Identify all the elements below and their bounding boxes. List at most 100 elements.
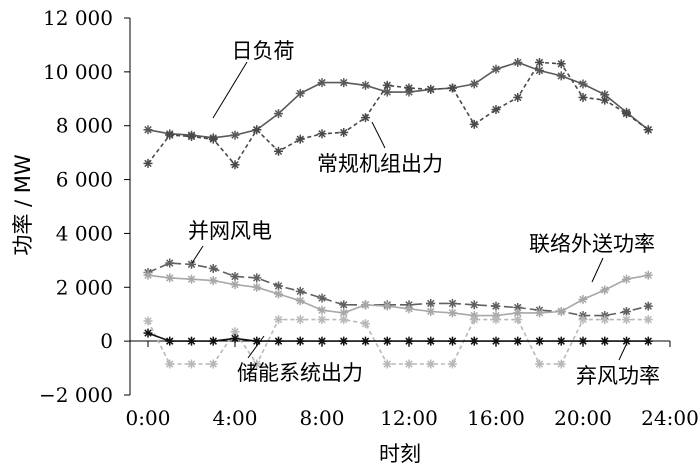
series-point	[339, 300, 349, 310]
annotation-grid-wind: 并网风电	[188, 219, 272, 243]
series-point	[578, 336, 588, 346]
series-point	[382, 301, 392, 311]
annotation-daily-load: 日负荷	[232, 39, 295, 63]
series-layer	[143, 57, 653, 369]
annotation-storage-output-leader	[247, 335, 265, 359]
series-point	[535, 336, 544, 346]
series-point	[643, 301, 653, 311]
x-tick-label: 8:00	[300, 406, 345, 430]
series-1	[143, 57, 653, 170]
y-axis-ticks: −2 000 0 2 000 4 000 6 000 8 000 10 000 12 000	[39, 6, 130, 407]
series-point	[165, 273, 175, 283]
series-point	[600, 95, 610, 105]
series-point	[187, 359, 196, 369]
series-point	[187, 131, 196, 141]
annotations: 日负荷 常规机组出力 并网风电 联络外送功率 储能系统出力 弃风功率	[188, 39, 660, 388]
series-line	[147, 61, 649, 139]
series-point	[143, 158, 153, 168]
x-tick-label: 4:00	[213, 406, 258, 430]
series-point	[535, 308, 544, 318]
series-point	[404, 359, 414, 369]
series-point	[578, 79, 588, 89]
series-line	[147, 332, 649, 342]
series-point	[426, 84, 436, 94]
series-0	[143, 57, 653, 143]
series-point	[143, 328, 153, 338]
series-point	[578, 315, 588, 325]
series-line	[147, 262, 649, 317]
series-point	[513, 336, 523, 346]
series-point	[382, 359, 392, 369]
series-point	[448, 308, 457, 318]
series-point	[317, 315, 327, 325]
annotation-tie-line-export-leader	[591, 257, 604, 283]
y-tick-label: 6 000	[56, 168, 113, 192]
series-point	[230, 160, 240, 170]
series-point	[491, 64, 501, 74]
series-point	[252, 282, 262, 292]
series-point	[339, 78, 349, 88]
series-point	[317, 305, 327, 315]
annotation-grid-wind-leader	[191, 245, 204, 264]
series-5	[143, 328, 653, 346]
series-2	[143, 258, 653, 321]
series-point	[556, 71, 566, 81]
series-point	[317, 78, 327, 88]
x-axis-title: 时刻	[379, 442, 421, 466]
series-point	[317, 129, 327, 139]
series-point	[513, 57, 523, 67]
annotation-daily-load-leader	[212, 61, 248, 119]
series-point	[274, 281, 283, 291]
series-point	[339, 336, 349, 346]
series-point	[187, 336, 196, 346]
x-tick-label: 20:00	[554, 406, 612, 430]
series-point	[404, 336, 414, 346]
annotation-curtailed-wind-leader	[618, 344, 627, 361]
series-point	[600, 336, 610, 346]
series-point	[143, 316, 153, 326]
series-point	[143, 270, 153, 280]
series-point	[556, 336, 566, 346]
series-point	[448, 298, 457, 308]
series-point	[295, 315, 305, 325]
series-point	[295, 134, 305, 144]
series-point	[448, 359, 457, 369]
series-point	[339, 127, 349, 137]
series-point	[491, 105, 501, 115]
series-point	[622, 109, 631, 119]
series-point	[274, 146, 283, 156]
series-point	[556, 59, 566, 69]
series-point	[230, 130, 240, 140]
series-point	[361, 319, 370, 329]
series-point	[448, 336, 457, 346]
y-tick-label: 4 000	[56, 221, 113, 245]
y-tick-label: −2 000	[39, 383, 113, 407]
series-point	[469, 336, 479, 346]
series-point	[274, 315, 283, 325]
series-point	[469, 119, 479, 129]
series-point	[295, 88, 305, 98]
series-point	[143, 125, 153, 135]
annotation-conventional-units: 常规机组出力	[317, 152, 443, 176]
series-point	[556, 307, 566, 317]
series-point	[578, 92, 588, 102]
series-point	[622, 274, 631, 284]
series-point	[513, 92, 523, 102]
series-point	[491, 336, 501, 346]
series-point	[252, 273, 262, 283]
y-tick-label: 2 000	[56, 275, 113, 299]
series-3	[143, 270, 653, 321]
series-point	[317, 336, 327, 346]
series-point	[404, 83, 414, 93]
series-point	[230, 333, 240, 343]
series-point	[317, 293, 327, 303]
series-point	[556, 359, 566, 369]
series-point	[339, 315, 349, 325]
series-point	[622, 315, 631, 325]
series-point	[469, 300, 479, 310]
y-tick-label: 8 000	[56, 114, 113, 138]
series-point	[491, 301, 501, 311]
series-point	[643, 125, 653, 135]
series-point	[361, 113, 370, 123]
